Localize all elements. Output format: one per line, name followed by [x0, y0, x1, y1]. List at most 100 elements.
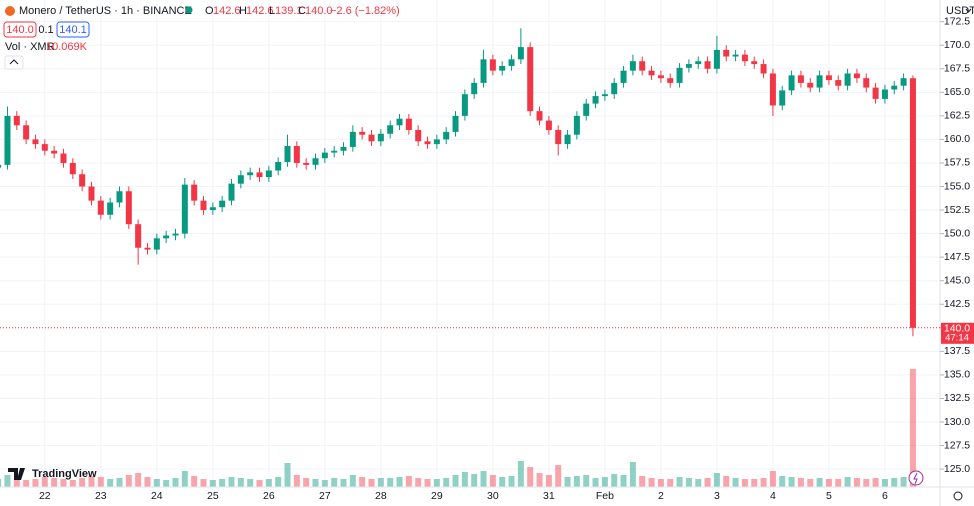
candle-body — [237, 175, 244, 184]
candle-body — [461, 94, 468, 116]
volume-bar — [741, 479, 748, 487]
volume-bar — [853, 478, 860, 487]
candle-body — [620, 70, 627, 83]
x-tick-label: 2 — [658, 490, 664, 502]
volume-bar — [107, 479, 114, 487]
candle-body — [275, 162, 282, 171]
x-tick-label: 31 — [543, 490, 555, 502]
candle-body — [611, 82, 618, 95]
candle-body — [639, 61, 646, 71]
candle-body — [387, 125, 394, 134]
volume-bar — [443, 478, 450, 487]
candle-body — [116, 191, 123, 203]
volume-bar — [527, 467, 534, 487]
o-value: 142.6 — [213, 5, 241, 17]
candle-body — [657, 75, 664, 79]
x-tick-label: 4 — [770, 490, 776, 502]
event-bolt — [913, 472, 918, 485]
y-tick-label: 172.5 — [944, 15, 970, 27]
volume-bar — [835, 479, 842, 487]
volume-label: Vol · XMR — [5, 41, 55, 53]
volume-bar — [172, 478, 179, 487]
candle-body — [583, 103, 590, 116]
volume-bar — [620, 475, 627, 487]
settings-icon[interactable] — [953, 491, 963, 501]
volume-bar — [611, 474, 618, 487]
volume-bar — [247, 479, 254, 487]
volume-bar — [228, 477, 235, 487]
candle-body — [107, 202, 114, 215]
candle-body — [825, 75, 832, 81]
candle-body — [13, 115, 20, 126]
volume-bar — [508, 476, 515, 487]
c-label: C — [298, 5, 306, 17]
symbol: Monero / TetherUS · 1h · BINANCE — [19, 5, 192, 17]
x-tick-label: 22 — [39, 490, 51, 502]
candle-body — [4, 115, 11, 165]
candle-body — [163, 235, 170, 239]
c-value: 140.0 — [305, 5, 333, 17]
volume-bar — [125, 475, 132, 487]
buy-button[interactable] — [56, 21, 90, 38]
candle-body — [51, 150, 58, 154]
candle-body — [648, 70, 655, 76]
volume-bar — [312, 479, 319, 487]
l-label: L — [269, 5, 275, 17]
candle-body — [713, 49, 720, 69]
volume-bar — [219, 479, 226, 487]
volume-bar — [303, 478, 310, 487]
volume-bar — [704, 478, 711, 487]
volume-bar — [284, 463, 291, 487]
candle-body — [545, 120, 552, 130]
event-icon[interactable] — [908, 470, 924, 486]
collapse-button[interactable] — [4, 55, 24, 70]
candle-body — [191, 184, 198, 201]
o-label: O — [205, 5, 214, 17]
candle-body — [853, 73, 860, 79]
volume-bar — [564, 477, 571, 487]
volume-bar — [667, 479, 674, 487]
candle-body — [228, 183, 235, 201]
volume-bar — [583, 475, 590, 487]
volume-bar — [592, 478, 599, 487]
candle-body — [377, 133, 384, 142]
sell-button[interactable] — [3, 21, 37, 38]
candle-body — [723, 49, 730, 57]
volume-bar — [639, 476, 646, 487]
y-tick-label: 135.0 — [944, 369, 970, 381]
volume-bar — [41, 477, 48, 487]
price-tag — [941, 322, 974, 344]
candle-body — [685, 64, 692, 68]
volume-bar — [909, 369, 916, 487]
volume-bar — [825, 479, 832, 487]
x-tick-label: Feb — [596, 490, 614, 502]
candle-body — [499, 65, 506, 71]
volume-bar — [881, 479, 888, 487]
candle-body — [741, 54, 748, 62]
y-tick-label: 152.5 — [944, 204, 970, 216]
volume-bar — [79, 478, 86, 487]
y-tick-label: 150.0 — [944, 227, 970, 239]
candle-body — [284, 146, 291, 163]
candle-body — [88, 186, 95, 201]
candle-body — [97, 200, 104, 215]
volume-bar — [601, 477, 608, 487]
volume-bar — [573, 476, 580, 487]
x-tick-label: 26 — [263, 490, 275, 502]
y-tick-label: 170.0 — [944, 39, 970, 51]
y-tick-label: 147.5 — [944, 251, 970, 263]
candle-body — [321, 152, 328, 159]
status-dot — [185, 6, 193, 14]
currency[interactable]: USDT — [946, 5, 974, 17]
candle-body — [125, 191, 132, 225]
volume-bar — [545, 475, 552, 487]
candle-body — [69, 162, 76, 175]
logo-icon — [8, 468, 25, 480]
volume-bar — [293, 475, 300, 487]
y-tick-label: 157.5 — [944, 157, 970, 169]
volume-bar — [340, 479, 347, 487]
volume-bar — [97, 477, 104, 487]
volume-bar — [685, 478, 692, 487]
candle-body — [797, 75, 804, 83]
volume-value: 10.069K — [46, 41, 88, 53]
